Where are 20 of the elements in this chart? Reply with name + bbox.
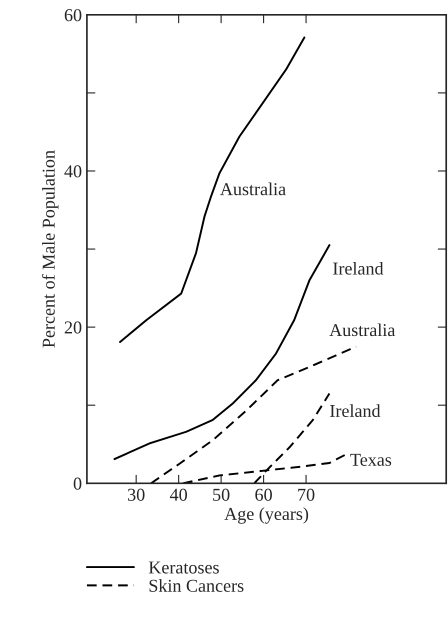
annotation: Ireland	[330, 404, 380, 418]
x-tick-label: 70	[298, 488, 314, 501]
x-tick-label: 60	[255, 488, 272, 501]
y-tick-label: 40	[64, 165, 82, 178]
annotation: Australia	[329, 323, 396, 336]
y-tick-label: 0	[74, 478, 82, 490]
line-series	[119, 36, 306, 343]
x-tick-label: 30	[128, 488, 145, 501]
annotation: Australia	[220, 182, 286, 196]
annotation: Texas	[350, 454, 392, 466]
annotation: Ireland	[333, 262, 384, 275]
y-tick-label: 60	[64, 9, 82, 22]
legend-label: Keratoses	[148, 562, 219, 574]
legend-label: Skin Cancers	[150, 579, 244, 592]
x-axis-title: Age (years)	[224, 507, 308, 524]
y-axis-title: Percent of Male Population	[42, 150, 58, 348]
x-tick-label: 40	[170, 488, 187, 501]
x-tick-label: 50	[213, 488, 230, 501]
y-tick-label: 20	[64, 321, 82, 334]
line-series	[114, 244, 330, 460]
